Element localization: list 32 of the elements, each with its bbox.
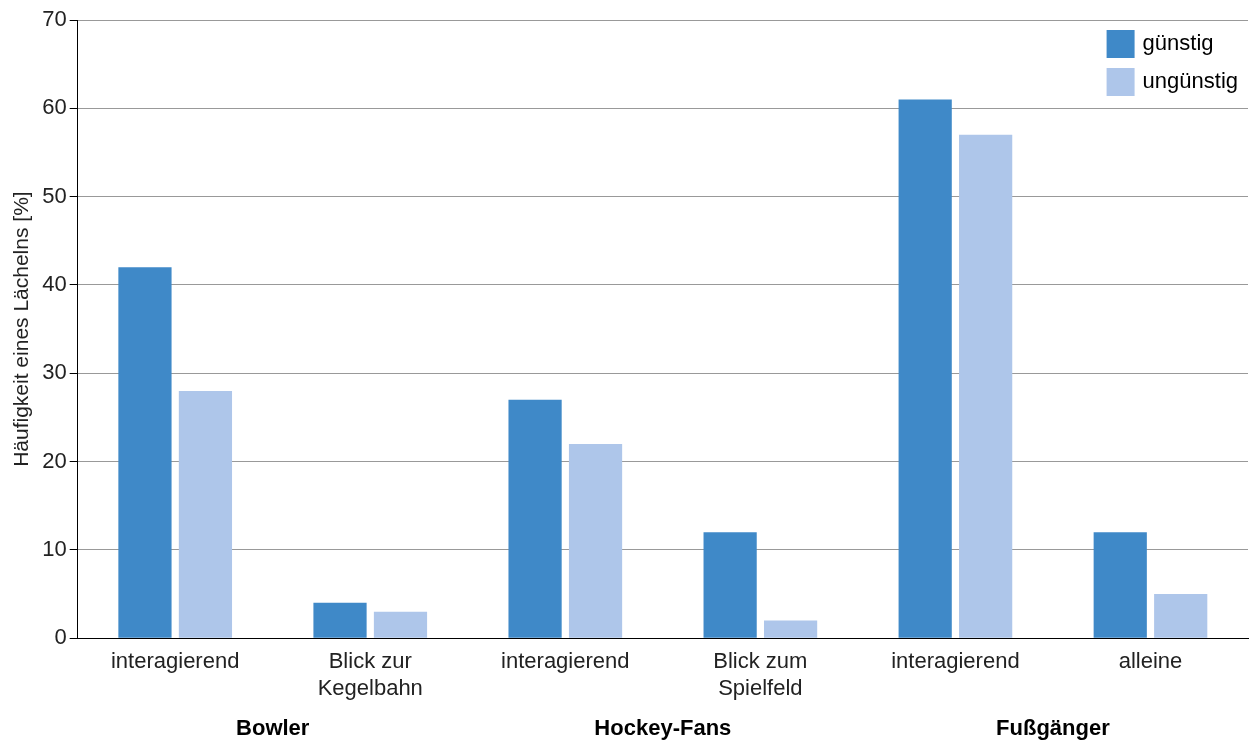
bar xyxy=(568,443,623,638)
bar xyxy=(313,602,367,638)
x-tick-label: interagierend xyxy=(110,648,240,674)
x-tick-label: interagierend xyxy=(501,648,630,674)
x-tick-label: Blick zur Kegelbahn xyxy=(317,648,423,700)
bar xyxy=(373,611,428,638)
text: Bowler xyxy=(236,715,310,741)
bar xyxy=(508,399,562,638)
text: Fußgänger xyxy=(996,715,1111,741)
y-tick-label: 20 xyxy=(42,447,67,473)
bar xyxy=(898,99,952,638)
x-tick-label: interagierend xyxy=(891,648,1020,674)
x-tick-label: Blick zum Spielfeld xyxy=(713,648,808,700)
bar xyxy=(703,532,757,638)
y-tick-label: 0 xyxy=(54,624,67,650)
y-tick-label: 30 xyxy=(42,359,67,385)
y-tick-label: 10 xyxy=(42,535,67,561)
legend-label: ungünstig xyxy=(1142,68,1239,94)
bar xyxy=(118,267,172,638)
text: Hockey-Fans xyxy=(594,715,732,741)
bar xyxy=(1093,532,1147,638)
y-tick-label: 70 xyxy=(42,6,67,32)
x-tick-label: alleine xyxy=(1118,648,1183,674)
legend-label: günstig xyxy=(1142,30,1214,56)
bar xyxy=(1154,594,1208,638)
y-axis-title: Häufigkeit eines Lächelns [%] xyxy=(9,191,33,467)
y-tick-label: 60 xyxy=(42,94,67,120)
bar xyxy=(178,390,233,638)
y-tick-label: 40 xyxy=(42,271,67,297)
y-tick-label: 50 xyxy=(42,182,67,208)
bar xyxy=(959,134,1013,638)
bar xyxy=(763,620,818,638)
